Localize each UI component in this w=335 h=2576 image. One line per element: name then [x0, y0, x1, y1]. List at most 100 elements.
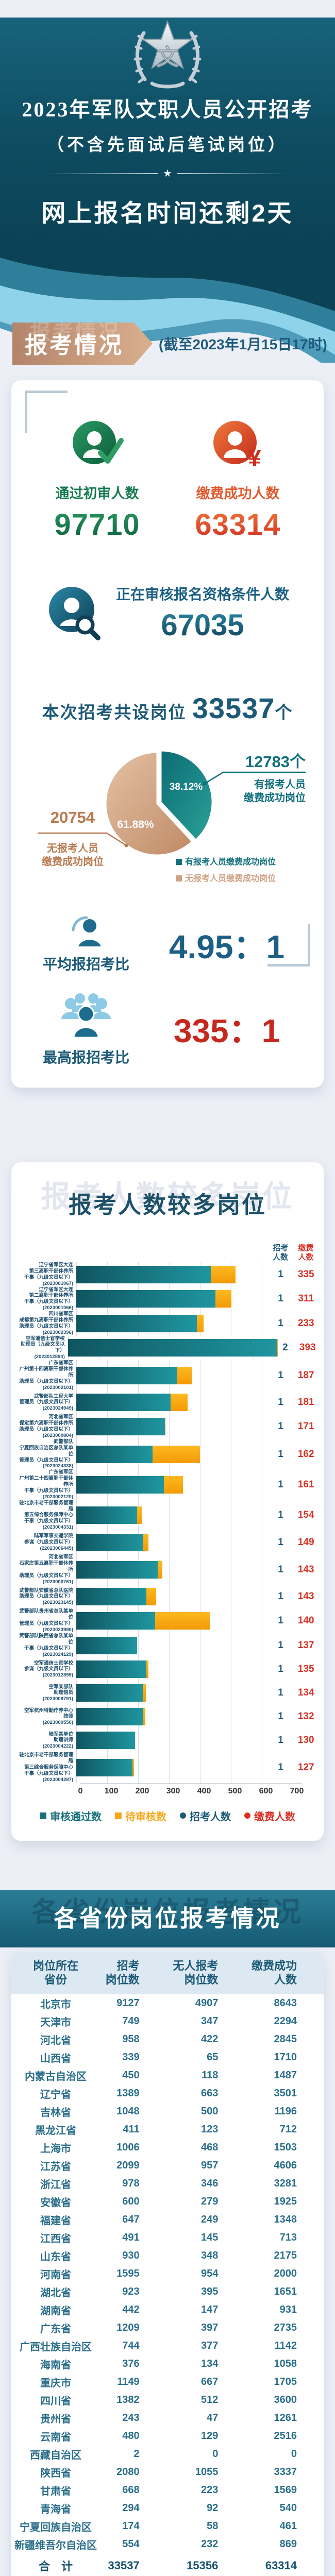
stat-value: 97710: [30, 507, 164, 542]
row-label: 吉林省: [40, 2107, 71, 2119]
row-value: 174: [122, 2520, 140, 2532]
row-value: 58: [207, 2520, 219, 2532]
paid-count: 181: [297, 1397, 314, 1408]
paid-col-header: 缴费 人数: [298, 1244, 314, 1262]
row-value: 1595: [116, 2267, 140, 2279]
bar-row: 河北省军区 保定第六离职干部休养所 助理员（九级文员以下） (2023000804) 1…: [19, 1414, 316, 1439]
svg-text:文: 文: [156, 45, 179, 70]
row-label: 辽宁省: [40, 2089, 71, 2100]
person-search-icon: [48, 586, 100, 640]
military-civilian-emblem-icon: 文: [133, 20, 202, 89]
stat-label: 正在审核报名资格条件人数: [115, 586, 289, 602]
legend-label-teal: 有报考人员缴费成功岗位: [185, 857, 276, 867]
max-ratio-value: 335：1: [173, 1012, 280, 1049]
bar-row-label: 陆军军事交通学院 参谋（九级文员以下） (22023006445): [24, 1533, 73, 1551]
paid-count: 161: [297, 1479, 314, 1490]
bar-track: [76, 1262, 272, 1287]
bar-track: [76, 1438, 272, 1470]
paid-count: 149: [297, 1537, 314, 1548]
row-label: 上海市: [40, 2143, 71, 2155]
bar-pending-segment: [146, 1588, 156, 1606]
bar-row-label: 武警部队安徽省总队医院 助理员（九级文员以下） (2023023145): [19, 1587, 73, 1606]
table-row: 浙江省 978 346 3281: [11, 2175, 324, 2193]
star-divider: ★: [0, 167, 335, 180]
recruit-count: 1: [278, 1479, 283, 1490]
total-jobs-line: 本次招考共设岗位 33537个: [22, 691, 313, 725]
bar-track: [76, 1657, 272, 1682]
row-value: 930: [122, 2249, 140, 2261]
legend-swatch-tan: [176, 875, 182, 882]
row-label: 河北省: [40, 2035, 71, 2046]
row-label: 山西省: [40, 2053, 71, 2064]
bar-passed-segment: [76, 1588, 146, 1606]
bar-row-label: 驻北京市老干部服务管理局 第五综合服务保障中心 干事（九级文员以下） (2023004…: [19, 1500, 73, 1531]
paid-count: 137: [297, 1639, 314, 1651]
row-value: 1055: [195, 2466, 219, 2478]
row-label: 江西省: [40, 2233, 71, 2245]
pie-label-tan-1: 无报考人员: [47, 842, 98, 854]
pie-value-tan: 20754: [51, 808, 95, 826]
bar-row-label: 广东省军区 广州第十四离职干部休养所 助理员（九级文员以下） (2023002101): [19, 1360, 73, 1391]
bar-passed-segment: [76, 1476, 164, 1494]
bar-row: 驻北京市老干部服务管理局 第五综合服务保障中心 干事（九级文员以下） (2023004…: [19, 1500, 316, 1531]
legend-marker: [180, 1812, 186, 1819]
bar-passed-segment: [76, 1732, 135, 1750]
pie-label-teal-2: 缴费成功岗位: [244, 791, 306, 804]
bar-row: 广东省军区 广州第二十四离职干部休养所 干事（九级文员以下） (2023002120)…: [19, 1469, 316, 1500]
bar-track: [76, 1585, 272, 1609]
bar-pending-segment: [164, 1476, 183, 1494]
axis-tick: 700: [290, 1786, 304, 1795]
row-value: 1048: [116, 2105, 140, 2117]
table-row: 广东省 1209 397 2735: [11, 2319, 324, 2337]
stat-under-review: 正在审核报名资格条件人数 67035: [22, 583, 313, 642]
bar-row-label: 河北省军区 保定第六离职干部休养所 助理员（九级文员以下） (2023000804): [19, 1414, 73, 1438]
row-value: 4606: [274, 2159, 297, 2171]
row-value: 667: [200, 2376, 219, 2387]
bar-row-label: 辽宁省军区大连 第三离职干部休养所 干事（九级文员以下） (2023001067): [24, 1262, 73, 1286]
bar-passed-segment: [68, 1339, 277, 1357]
recruit-count: 1: [278, 1711, 283, 1722]
pie-slice-has-applicant: [160, 750, 213, 841]
total-jobs-suffix: 个: [275, 703, 293, 722]
recruit-count: 1: [278, 1537, 283, 1548]
bar-row-label: 河北省军区 石家庄第五离职干部休养所 助理员（九级文员以下） (2023000761): [19, 1554, 73, 1585]
row-label: 重庆市: [40, 2377, 71, 2389]
bar-track: [76, 1311, 272, 1336]
row-value: 978: [122, 2177, 140, 2189]
paid-count: 134: [297, 1687, 314, 1699]
table-row: 青海省 294 92 540: [11, 2499, 324, 2517]
bar-passed-segment: [76, 1759, 133, 1777]
bar-pending-segment: [143, 1684, 146, 1702]
bar-row: 辽宁省军区大连 第三离职干部休养所 干事（九级文员以下） (2023001067) 1 3…: [19, 1262, 316, 1287]
row-value: 0: [212, 2448, 219, 2460]
table-row: 宁夏回族自治区 174 58 461: [11, 2517, 324, 2535]
bar-passed-segment: [76, 1445, 153, 1463]
table-row: 重庆市 1149 667 1705: [11, 2373, 324, 2391]
legend-item: 缴费人数: [244, 1808, 295, 1823]
recruit-count: 1: [278, 1510, 283, 1521]
person-yuan-icon: ¥: [213, 421, 261, 471]
bar-chart-column-headers: 招考 人数 缴费 人数: [19, 1244, 316, 1262]
legend-label: 审核通过数: [50, 1811, 102, 1823]
row-value: 129: [200, 2430, 219, 2442]
bar-row: 陆军某单位 助理讲师 (2023004222) 1 130: [19, 1728, 316, 1753]
paid-count: 335: [297, 1268, 314, 1280]
row-value: 348: [200, 2249, 219, 2261]
legend-marker: [244, 1812, 250, 1819]
bar-row-label: 武警部队 宁夏回族自治区总队某单位 管理员（九级文员以下） (2023024338): [19, 1438, 73, 1469]
row-value: 145: [200, 2231, 219, 2243]
bar-pending-segment: [155, 1612, 210, 1630]
row-label: 广东省: [40, 2323, 71, 2335]
bar-row: 武警部队 宁夏回族自治区总队某单位 管理员（九级文员以下） (2023024338) 1…: [19, 1438, 316, 1470]
row-value: 712: [279, 2123, 297, 2135]
row-label: 新疆维吾尔自治区: [14, 2539, 97, 2551]
bar-track: [76, 1705, 272, 1729]
row-value: 47: [207, 2412, 219, 2424]
row-label: 黑龙江省: [35, 2125, 76, 2137]
row-value: 1149: [117, 2376, 140, 2387]
bar-passed-segment: [76, 1534, 144, 1551]
row-label: 江苏省: [40, 2161, 71, 2173]
row-value: 9127: [116, 1997, 140, 2009]
pie-slice-no-applicant: [105, 751, 193, 856]
recruit-col-header: 招考 人数: [272, 1244, 288, 1262]
